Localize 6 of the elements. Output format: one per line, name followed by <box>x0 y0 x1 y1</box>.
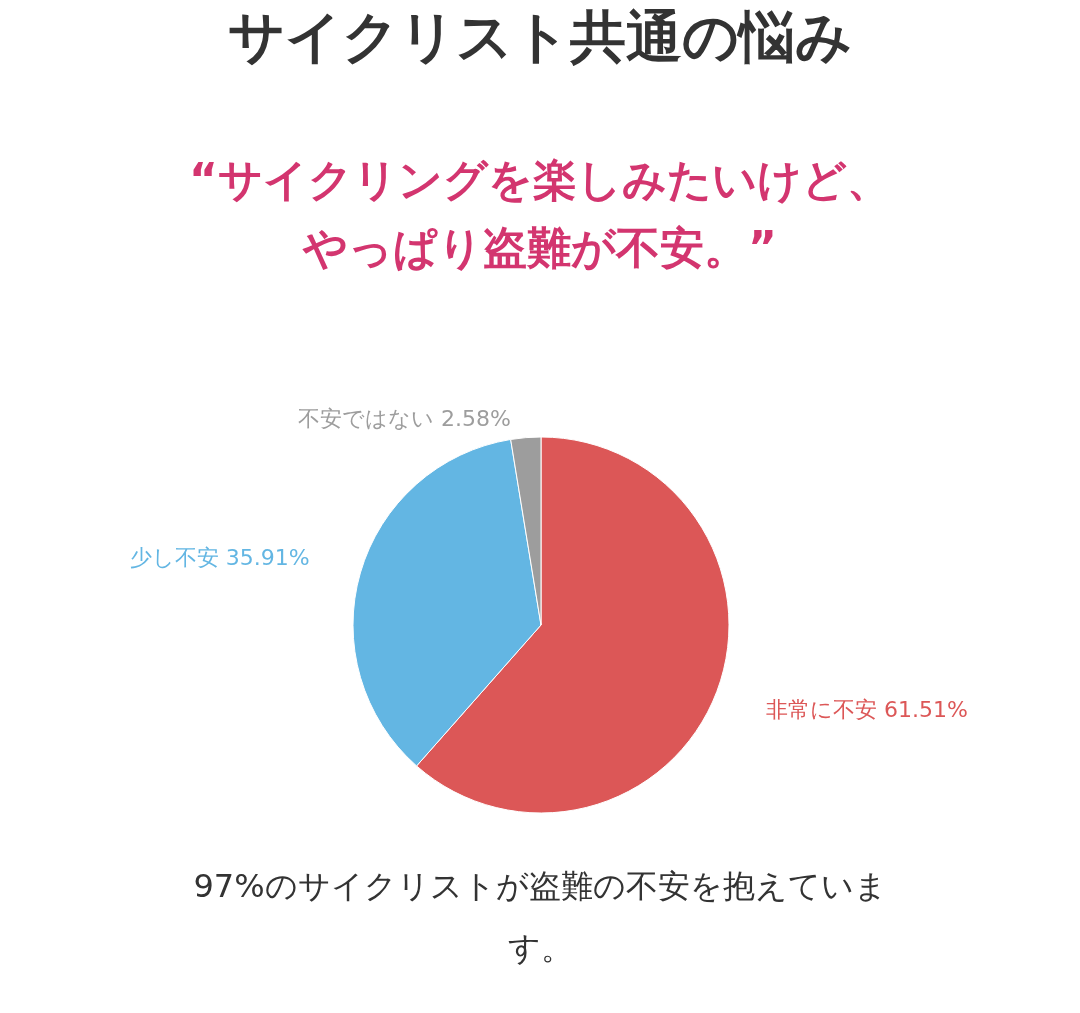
slice-label: 不安ではない 2.58% <box>298 405 511 431</box>
slice-label: 非常に不安 61.51% <box>766 697 968 723</box>
chart-title: サイクリスト共通の悩み <box>228 4 852 69</box>
text: 97%のサイクリストが盗難の不安を抱えています。 <box>193 867 887 967</box>
chart-subtitle: “サイクリングを楽しみたいけど、やっぱり盗難が不安。” <box>189 154 891 273</box>
slice-label: 少し不安 35.91% <box>129 545 310 571</box>
